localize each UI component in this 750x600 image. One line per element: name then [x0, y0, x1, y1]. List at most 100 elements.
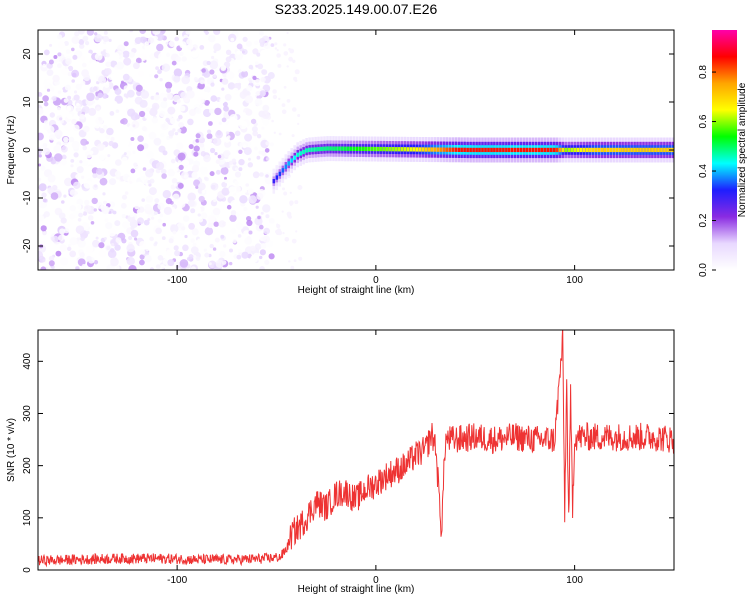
ridge-cell: [436, 147, 440, 152]
noise-cell: [73, 94, 80, 101]
noise-cell: [260, 49, 268, 58]
snr-series-line: [38, 330, 674, 568]
noise-cell: [186, 38, 193, 45]
noise-cell: [75, 225, 85, 234]
noise-cell: [88, 107, 97, 116]
ridge-cell: [618, 147, 621, 153]
noise-cell: [264, 259, 270, 265]
snr-xtick-label: 0: [373, 575, 379, 586]
ridge-cell: [326, 146, 329, 151]
noise-cell: [132, 150, 136, 154]
noise-cell: [73, 90, 78, 94]
noise-cell: [144, 44, 151, 51]
noise-cell: [53, 145, 61, 153]
noise-cell: [145, 107, 151, 112]
noise-cell: [206, 186, 210, 190]
noise-cell: [206, 133, 213, 140]
noise-cell: [237, 234, 242, 238]
colorbar-tick-label: 0.6: [698, 114, 709, 128]
noise-cell: [256, 52, 261, 57]
noise-cell: [224, 93, 232, 101]
noise-cell: [136, 90, 142, 96]
noise-cell: [60, 217, 67, 224]
noise-cell: [200, 79, 205, 85]
noise-cell: [259, 42, 265, 47]
noise-cell: [42, 63, 47, 68]
noise-cell: [80, 55, 86, 61]
noise-cell: [103, 41, 107, 45]
noise-cell: [191, 171, 200, 180]
noise-cell: [71, 141, 80, 149]
noise-cell: [210, 95, 218, 102]
noise-cell: [185, 115, 191, 120]
noise-cell: [276, 53, 281, 58]
noise-cell: [213, 221, 219, 227]
noise-cell: [155, 160, 159, 164]
noise-cell: [294, 200, 299, 205]
ridge-cell: [505, 147, 508, 153]
noise-cell: [206, 60, 211, 66]
noise-cell: [256, 134, 262, 139]
ridge-cell: [615, 147, 618, 153]
noise-cell: [87, 215, 94, 221]
noise-cell: [250, 118, 257, 125]
noise-cell: [71, 36, 80, 45]
noise-cell: [115, 237, 122, 244]
noise-cell: [221, 181, 228, 188]
noise-cell: [130, 229, 139, 238]
noise-cell: [240, 64, 248, 72]
ridge-cell: [323, 146, 326, 151]
noise-cell: [251, 111, 259, 120]
noise-cell: [213, 198, 217, 203]
ridge-cell: [311, 147, 314, 152]
heatmap-marks: [38, 30, 674, 270]
noise-cell: [209, 171, 215, 177]
noise-cell: [236, 222, 244, 230]
noise-cell: [111, 100, 118, 107]
noise-cell: [161, 63, 171, 72]
noise-cell: [71, 118, 77, 125]
ridge-cell: [573, 147, 577, 153]
ridge-cell: [579, 147, 583, 153]
ridge-cell: [445, 147, 448, 152]
ridge-cell: [582, 147, 586, 153]
noise-cell: [75, 106, 82, 113]
noise-cell: [294, 69, 300, 75]
noise-cell: [102, 192, 106, 196]
noise-cell: [61, 154, 67, 160]
noise-cell: [212, 247, 217, 251]
noise-cell: [259, 30, 264, 36]
noise-cell: [67, 65, 74, 72]
noise-cell: [267, 72, 275, 79]
noise-cell: [167, 259, 175, 267]
noise-cell: [57, 63, 62, 69]
noise-cell: [254, 146, 258, 151]
noise-cell: [64, 84, 71, 91]
noise-cell: [201, 189, 206, 194]
noise-cell: [255, 205, 259, 209]
noise-cell: [177, 182, 184, 189]
noise-cell: [123, 57, 132, 66]
noise-cell: [105, 134, 110, 139]
noise-cell: [97, 92, 104, 99]
noise-cell: [182, 244, 189, 252]
ridge-cell: [356, 146, 359, 151]
noise-cell: [250, 245, 256, 252]
noise-cell: [83, 125, 90, 133]
noise-cell: [259, 90, 266, 97]
noise-cell: [215, 169, 221, 175]
noise-cell: [59, 266, 64, 270]
noise-cell: [286, 65, 289, 68]
ridge-cell: [523, 147, 526, 153]
noise-cell: [97, 143, 105, 151]
ridge-cell: [594, 147, 598, 153]
noise-cell: [261, 126, 265, 130]
noise-cell: [160, 101, 168, 109]
ridge-cell: [308, 147, 311, 152]
noise-cell: [165, 117, 170, 123]
noise-cell: [265, 174, 269, 178]
noise-cell: [234, 130, 241, 137]
noise-cell: [38, 92, 43, 97]
noise-cell: [90, 61, 98, 70]
noise-cell: [238, 149, 243, 154]
